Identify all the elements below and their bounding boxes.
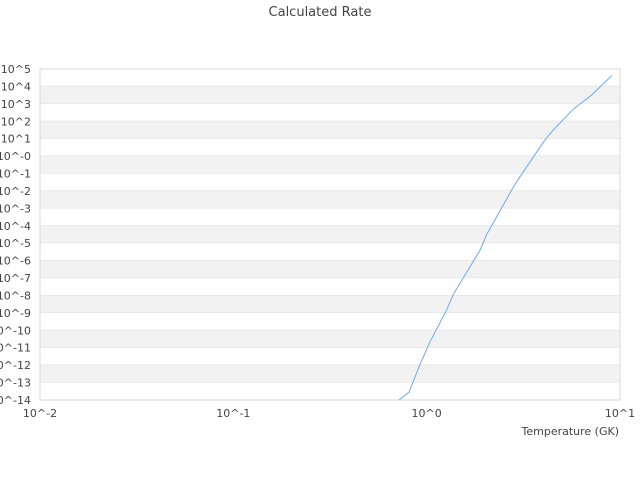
- plot-frame: [39, 68, 621, 401]
- grid-band: [40, 312, 620, 331]
- y-tick-label: 10^-14: [0, 394, 31, 407]
- series-lines: [398, 75, 613, 401]
- grid-band: [40, 173, 620, 191]
- y-tick-label: 10^-13: [0, 377, 31, 390]
- y-tick-label: 10^-11: [0, 342, 31, 355]
- grid-band: [40, 347, 620, 366]
- grid-band: [40, 103, 620, 122]
- y-tick-label: 10^1: [1, 133, 31, 146]
- grid-band: [40, 156, 620, 174]
- x-axis-label: Temperature (GK): [521, 425, 620, 438]
- grid-band: [40, 138, 620, 157]
- grid-band: [40, 295, 620, 313]
- y-tick-label: 10^5: [1, 63, 31, 76]
- grid-band: [40, 225, 620, 244]
- y-axis-ticks: 10^5 10^4 10^3 10^2 10^1 10^-0 10^-1 10^-2 10^-3…: [0, 63, 31, 407]
- grid-band: [40, 86, 620, 104]
- grid-band: [40, 330, 620, 348]
- grid-band: [40, 190, 620, 209]
- x-axis-ticks: 10^-2 10^-1 10^0 10^1: [23, 407, 635, 420]
- grid-band: [40, 69, 620, 87]
- chart-title: Calculated Rate: [269, 5, 372, 20]
- grid-bands: [40, 69, 620, 401]
- grid-band: [40, 365, 620, 383]
- x-tick-label: 10^-1: [216, 407, 250, 420]
- x-tick-label: 10^0: [412, 407, 442, 420]
- grid-band: [40, 260, 620, 279]
- x-tick-label: 10^-2: [23, 407, 57, 420]
- y-tick-label: 10^-5: [0, 237, 31, 250]
- y-tick-label: 10^2: [1, 115, 31, 128]
- y-tick-label: 10^-3: [0, 202, 31, 215]
- grid-band: [40, 382, 620, 400]
- y-tick-label: 10^3: [1, 98, 31, 111]
- y-tick-label: 10^-6: [0, 255, 31, 268]
- y-tick-label: 10^-0: [0, 150, 31, 163]
- y-tick-label: 10^-12: [0, 359, 31, 372]
- x-tick-label: 10^1: [605, 407, 635, 420]
- grid-band: [40, 278, 620, 296]
- grid-band: [40, 208, 620, 226]
- y-tick-label: 10^-8: [0, 289, 31, 302]
- y-tick-label: 10^-7: [0, 272, 31, 285]
- y-tick-label: 10^-2: [0, 185, 31, 198]
- y-tick-label: 10^-9: [0, 307, 31, 320]
- series-line: [398, 75, 613, 401]
- y-tick-label: 10^-10: [0, 324, 31, 337]
- grid-band: [40, 243, 620, 261]
- y-tick-label: 10^-4: [0, 220, 31, 233]
- y-tick-label: 10^4: [1, 80, 31, 93]
- grid-band: [40, 121, 620, 139]
- y-tick-label: 10^-1: [0, 168, 31, 181]
